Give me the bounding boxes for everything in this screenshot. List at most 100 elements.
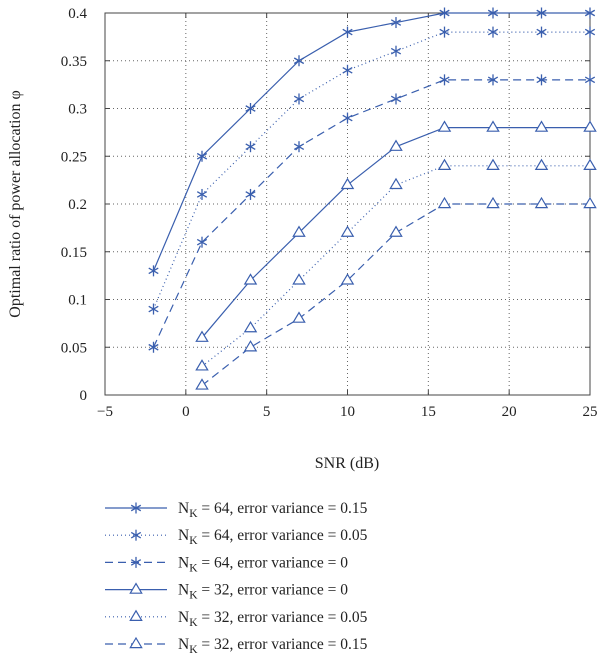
legend-label: NK = 64, error variance = 0 xyxy=(178,554,348,574)
legend-label: NK = 32, error variance = 0.05 xyxy=(178,609,368,629)
legend-marker xyxy=(129,636,143,649)
data-point xyxy=(583,120,597,132)
legend-item: NK = 64, error variance = 0.05 xyxy=(105,527,368,547)
data-point xyxy=(390,93,402,105)
y-tick-label: 0 xyxy=(80,388,88,404)
y-tick-label: 0.2 xyxy=(68,197,87,213)
data-point xyxy=(245,103,256,114)
series-line xyxy=(152,79,590,348)
data-point xyxy=(292,225,306,237)
y-axis-label: Optimal ratio of power allocation φ xyxy=(7,90,24,317)
data-point xyxy=(536,74,547,86)
data-point xyxy=(292,273,306,285)
data-point xyxy=(245,188,256,200)
data-point xyxy=(196,150,208,162)
data-point xyxy=(196,188,208,200)
legend-item: NK = 32, error variance = 0.15 xyxy=(105,636,368,656)
data-point xyxy=(439,26,450,38)
data-point xyxy=(243,340,258,352)
data-point xyxy=(390,45,402,57)
data-point xyxy=(437,196,452,209)
series-5 xyxy=(195,158,597,371)
x-tick-label: −5 xyxy=(97,404,113,420)
legend-item: NK = 64, error variance = 0 xyxy=(105,554,348,574)
data-point xyxy=(196,236,208,248)
x-tick-label: 15 xyxy=(421,404,436,420)
legend: NK = 64, error variance = 0.15 NK = 64, e… xyxy=(105,500,368,656)
data-point xyxy=(245,141,256,153)
data-point xyxy=(195,330,209,342)
x-tick-label: 10 xyxy=(340,404,355,420)
legend-marker xyxy=(129,609,143,622)
y-tick-label: 0.1 xyxy=(68,293,87,309)
data-point xyxy=(534,120,549,132)
y-tick-label: 0.15 xyxy=(61,245,87,261)
y-tick-label: 0.4 xyxy=(68,6,87,22)
data-point xyxy=(148,341,159,353)
series-6 xyxy=(195,196,597,390)
data-point xyxy=(340,225,355,237)
data-point xyxy=(389,225,403,237)
data-point xyxy=(340,273,355,285)
data-point xyxy=(487,7,499,19)
legend-label: NK = 32, error variance = 0 xyxy=(178,582,348,602)
legend-item: NK = 32, error variance = 0.05 xyxy=(105,609,368,629)
data-point xyxy=(340,177,355,190)
data-point xyxy=(342,112,353,124)
data-point xyxy=(583,158,597,170)
data-point xyxy=(534,158,549,170)
data-point xyxy=(439,74,450,86)
data-point xyxy=(437,120,452,132)
data-point xyxy=(536,26,547,38)
data-point xyxy=(293,55,305,67)
series-line xyxy=(152,31,590,310)
legend-item: NK = 32, error variance = 0 xyxy=(105,582,348,602)
legend-label: NK = 32, error variance = 0.15 xyxy=(178,636,368,656)
data-point xyxy=(486,196,500,209)
legend-marker xyxy=(130,556,142,568)
data-point xyxy=(486,120,500,132)
x-tick-label: 20 xyxy=(502,404,517,420)
series-3 xyxy=(148,74,596,353)
data-point xyxy=(148,303,159,315)
data-point xyxy=(389,139,403,151)
data-point xyxy=(536,7,547,19)
data-point xyxy=(293,141,305,153)
series-1 xyxy=(148,7,596,277)
data-point xyxy=(243,273,258,285)
data-point xyxy=(243,320,258,333)
data-point xyxy=(583,196,597,209)
series-2 xyxy=(148,26,596,315)
series-4 xyxy=(195,120,597,342)
x-axis-label: SNR (dB) xyxy=(315,455,379,472)
series-line xyxy=(201,165,590,367)
data-point xyxy=(487,74,499,86)
data-point xyxy=(148,265,159,277)
data-point xyxy=(584,74,596,86)
legend-label: NK = 64, error variance = 0.05 xyxy=(178,527,368,547)
legend-marker xyxy=(130,529,142,541)
data-point xyxy=(437,158,452,170)
data-point xyxy=(293,93,305,105)
data-point xyxy=(584,26,596,38)
y-tick-label: 0.3 xyxy=(68,102,87,118)
data-point xyxy=(389,177,403,190)
data-point xyxy=(486,158,500,170)
data-point xyxy=(195,359,209,371)
legend-marker xyxy=(130,502,142,514)
data-point xyxy=(342,64,353,76)
series-group xyxy=(148,7,597,390)
legend-item: NK = 64, error variance = 0.15 xyxy=(105,500,368,520)
data-point xyxy=(487,26,499,38)
data-point xyxy=(390,17,402,29)
data-point xyxy=(534,196,549,209)
data-point xyxy=(584,7,596,19)
legend-marker xyxy=(129,582,143,594)
series-line xyxy=(152,12,590,272)
x-tick-label: 25 xyxy=(583,404,598,420)
data-point xyxy=(439,7,450,19)
data-point xyxy=(292,311,306,323)
y-tick-label: 0.35 xyxy=(61,54,87,70)
y-tick-label: 0.05 xyxy=(61,340,87,356)
